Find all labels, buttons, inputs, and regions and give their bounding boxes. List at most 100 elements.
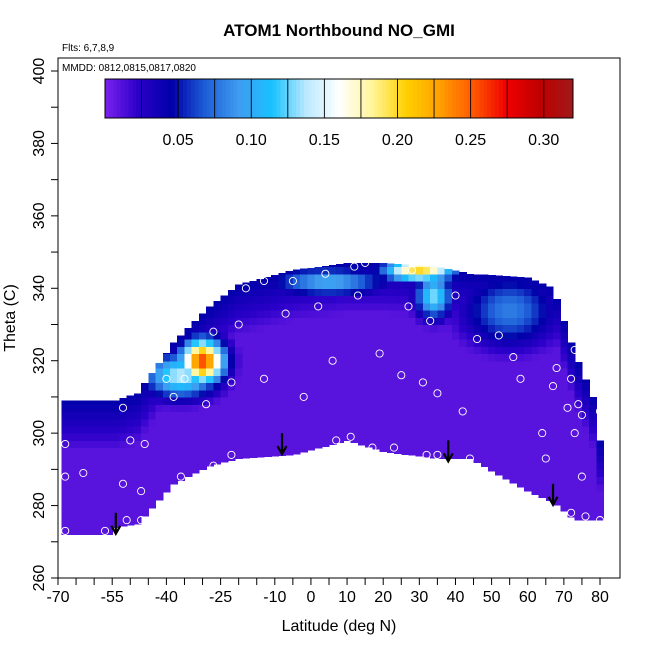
heatmap-cell bbox=[386, 396, 395, 405]
heatmap-cell bbox=[170, 447, 178, 456]
colorbar-swatch bbox=[175, 79, 180, 118]
heatmap-cell bbox=[278, 281, 287, 289]
heatmap-cell bbox=[372, 411, 381, 420]
heatmap-cell bbox=[444, 353, 453, 362]
heatmap-cell bbox=[466, 404, 475, 413]
heatmap-cell bbox=[444, 404, 453, 413]
heatmap-cell bbox=[278, 382, 287, 391]
heatmap-cell bbox=[300, 447, 308, 453]
colorbar-swatch bbox=[393, 79, 399, 118]
heatmap-cell bbox=[184, 328, 193, 333]
heatmap-cell bbox=[459, 382, 467, 391]
heatmap-cell bbox=[459, 353, 467, 362]
heatmap-cell bbox=[220, 353, 229, 362]
heatmap-cell bbox=[119, 440, 128, 449]
heatmap-cell bbox=[408, 440, 417, 449]
heatmap-cell bbox=[249, 447, 258, 456]
heatmap-cell bbox=[538, 310, 547, 318]
heatmap-cell bbox=[213, 396, 222, 405]
heatmap-cell bbox=[206, 375, 214, 384]
heatmap-cell bbox=[343, 262, 352, 268]
heatmap-cell bbox=[524, 367, 532, 376]
heatmap-cell bbox=[531, 353, 540, 362]
colorbar-swatch bbox=[186, 79, 192, 118]
observation-point bbox=[61, 526, 70, 535]
heatmap-cell bbox=[415, 433, 424, 441]
heatmap-cell bbox=[394, 382, 402, 391]
heatmap-cell bbox=[263, 396, 272, 405]
heatmap-cell bbox=[357, 273, 366, 282]
heatmap-cell bbox=[119, 425, 128, 434]
heatmap-cell bbox=[516, 389, 525, 398]
heatmap-cell bbox=[162, 433, 171, 441]
heatmap-cell bbox=[148, 404, 157, 413]
heatmap-cell bbox=[263, 288, 272, 297]
colorbar-swatch bbox=[405, 79, 410, 118]
heatmap-cell bbox=[502, 404, 511, 413]
heatmap-cell bbox=[567, 440, 576, 449]
heatmap-cell bbox=[567, 375, 576, 384]
heatmap-cell bbox=[76, 411, 84, 420]
heatmap-cell bbox=[480, 367, 489, 376]
heatmap-cell bbox=[220, 425, 229, 434]
heatmap-cell bbox=[394, 324, 402, 333]
colorbar-swatch bbox=[241, 79, 246, 118]
observation-point bbox=[494, 331, 503, 340]
heatmap-cell bbox=[430, 375, 438, 384]
heatmap-cell bbox=[97, 400, 106, 405]
heatmap-cell bbox=[292, 310, 301, 318]
heatmap-cell bbox=[76, 476, 84, 485]
colorbar-swatch bbox=[420, 79, 426, 118]
heatmap-cell bbox=[278, 317, 287, 326]
heatmap-cell bbox=[553, 353, 561, 362]
heatmap-cell bbox=[444, 375, 453, 384]
heatmap-cell bbox=[177, 353, 186, 362]
heatmap-cell bbox=[473, 418, 482, 427]
heatmap-cell bbox=[263, 360, 272, 369]
heatmap-cell bbox=[104, 447, 113, 456]
heatmap-cell bbox=[444, 288, 453, 297]
heatmap-cell bbox=[256, 396, 265, 405]
heatmap-cell bbox=[213, 404, 222, 413]
heatmap-cell bbox=[141, 404, 149, 413]
observation-point bbox=[241, 284, 250, 293]
heatmap-cell bbox=[386, 433, 395, 441]
heatmap-cell bbox=[220, 346, 229, 355]
heatmap-cell bbox=[104, 505, 113, 514]
heatmap-cell bbox=[329, 404, 337, 413]
heatmap-cell bbox=[524, 469, 532, 478]
heatmap-cell bbox=[365, 375, 373, 384]
heatmap-cell bbox=[415, 317, 424, 326]
heatmap-cell bbox=[213, 462, 222, 465]
heatmap-cell bbox=[538, 331, 547, 340]
heatmap-cell bbox=[379, 353, 388, 362]
heatmap-cell bbox=[459, 375, 467, 384]
x-tick-label: -25 bbox=[209, 589, 232, 606]
heatmap-cell bbox=[386, 266, 395, 275]
heatmap-cell bbox=[213, 360, 222, 369]
heatmap-cell bbox=[343, 317, 352, 326]
heatmap-cell bbox=[538, 469, 547, 478]
heatmap-cell bbox=[516, 295, 525, 304]
heatmap-cell bbox=[538, 491, 547, 498]
colorbar-swatch bbox=[346, 79, 352, 118]
heatmap-cell bbox=[357, 310, 366, 318]
heatmap-cell bbox=[307, 425, 316, 434]
heatmap-cell bbox=[524, 324, 532, 333]
heatmap-cell bbox=[473, 317, 482, 326]
heatmap-cell bbox=[227, 353, 236, 362]
heatmap-cell bbox=[495, 346, 504, 355]
heatmap-cell bbox=[466, 396, 475, 405]
heatmap-cell bbox=[300, 425, 308, 434]
heatmap-cell bbox=[509, 310, 518, 318]
heatmap-cell bbox=[256, 324, 265, 333]
heatmap-cell bbox=[596, 440, 605, 449]
heatmap-cell bbox=[336, 404, 345, 413]
heatmap-cell bbox=[531, 389, 540, 398]
heatmap-cell bbox=[524, 353, 532, 362]
heatmap-cell bbox=[148, 440, 157, 449]
down-arrow-icon bbox=[110, 512, 122, 537]
heatmap-cell bbox=[553, 440, 561, 449]
heatmap-cell bbox=[473, 433, 482, 441]
heatmap-cell bbox=[292, 389, 301, 398]
